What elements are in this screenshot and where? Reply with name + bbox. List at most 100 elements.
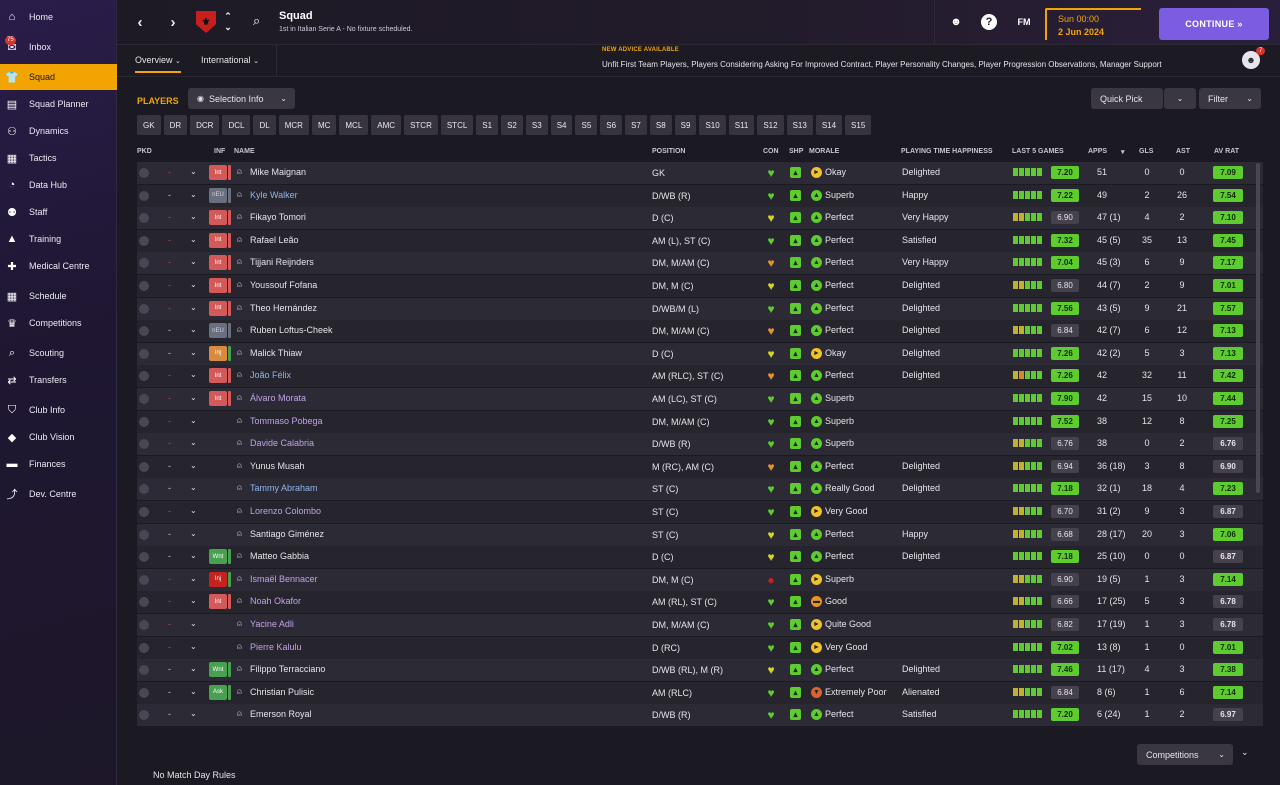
col-avrat[interactable]: AV RAT xyxy=(1214,148,1240,155)
row-chevron-down-icon[interactable]: ⌄ xyxy=(190,415,197,425)
table-row[interactable]: - ⌄ Int ⍝ Fikayo Tomori D (C) ♥ ▴ ▲ Perfect Very H… xyxy=(137,207,1263,230)
player-name[interactable]: Emerson Royal xyxy=(250,709,312,720)
position-chip-s13[interactable]: S13 xyxy=(786,115,813,135)
col-con[interactable]: CON xyxy=(763,148,779,155)
player-name[interactable]: Álvaro Morata xyxy=(250,393,307,403)
table-row[interactable]: - ⌄ Int ⍝ Tijjani Reijnders DM, M/AM (C) ♥ ▴ ▲ Pe… xyxy=(137,252,1263,275)
pick-checkbox[interactable] xyxy=(139,620,149,630)
row-chevron-down-icon[interactable]: ⌄ xyxy=(190,189,197,199)
row-chevron-down-icon[interactable]: ⌄ xyxy=(190,280,197,289)
position-chip-mcl[interactable]: MCL xyxy=(339,115,369,135)
table-row[interactable]: - ⌄ Ask ⍝ Christian Pulisic AM (RLC) ♥ ▴ ▼ Extrem… xyxy=(137,681,1263,704)
col-name[interactable]: NAME xyxy=(234,148,255,155)
player-name[interactable]: João Félix xyxy=(250,370,292,381)
player-name[interactable]: Theo Hernández xyxy=(250,302,318,313)
position-chip-s14[interactable]: S14 xyxy=(815,115,843,135)
player-name[interactable]: Yacine Adli xyxy=(250,619,294,629)
pick-checkbox[interactable] xyxy=(139,303,149,314)
col-apps[interactable]: APPS xyxy=(1088,148,1108,155)
pick-checkbox[interactable] xyxy=(139,597,149,608)
competitions-dropdown[interactable]: Competitions ⌄ xyxy=(1137,744,1233,765)
table-row[interactable]: - ⌄ Inj ⍝ Malick Thiaw D (C) ♥ ▴ ► Okay Delighted 7… xyxy=(137,342,1263,365)
position-chip-mcr[interactable]: MCR xyxy=(278,115,309,135)
position-chip-s4[interactable]: S4 xyxy=(550,115,573,135)
pick-checkbox[interactable] xyxy=(139,574,149,585)
table-row[interactable]: - ⌄ Wnt ⍝ Matteo Gabbia D (C) ♥ ▴ ▲ Perfect Deligh… xyxy=(137,546,1263,569)
player-name[interactable]: Filippo Terracciano xyxy=(250,664,326,675)
table-row[interactable]: - ⌄ Int ⍝ Álvaro Morata AM (LC), ST (C) ♥ ▴ ▲ Sup… xyxy=(137,388,1263,410)
table-row[interactable]: - ⌄ nEU ⍝ Ruben Loftus-Cheek DM, M/AM (C) ♥ ▴ ▲ P… xyxy=(137,320,1263,343)
sidebar-item-schedule[interactable]: ▦ Schedule xyxy=(0,283,117,309)
sidebar-item-medical-centre[interactable]: ✚ Medical Centre xyxy=(0,253,117,279)
player-name[interactable]: Davide Calabria xyxy=(250,438,315,449)
row-chevron-down-icon[interactable]: ⌄ xyxy=(190,302,197,312)
row-chevron-down-icon[interactable]: ⌄ xyxy=(190,438,197,448)
row-chevron-down-icon[interactable]: ⌄ xyxy=(190,686,197,696)
col-inf[interactable]: INF xyxy=(214,148,226,155)
pick-checkbox[interactable] xyxy=(139,416,149,427)
row-chevron-down-icon[interactable]: ⌄ xyxy=(190,483,197,493)
selection-info-dropdown[interactable]: ◉ Selection Info ⌄ xyxy=(188,88,295,109)
position-chip-dl[interactable]: DL xyxy=(253,115,276,135)
pick-checkbox[interactable] xyxy=(139,258,149,269)
position-chip-dcr[interactable]: DCR xyxy=(190,115,220,135)
sidebar-item-training[interactable]: ▲ Training xyxy=(0,226,117,252)
table-row[interactable]: - ⌄ ⍝ Tammy Abraham ST (C) ♥ ▴ ▲ Really Good Deli… xyxy=(137,478,1263,501)
forward-button[interactable]: › xyxy=(170,13,176,31)
position-chip-s7[interactable]: S7 xyxy=(625,115,647,135)
table-row[interactable]: - ⌄ nEU ⍝ Kyle Walker D/WB (R) ♥ ▴ ▲ Superb Happy 7… xyxy=(137,184,1263,207)
row-chevron-down-icon[interactable]: ⌄ xyxy=(190,234,197,244)
player-name[interactable]: Mike Maignan xyxy=(250,167,307,177)
sidebar-item-transfers[interactable]: ⇄ Transfers xyxy=(0,367,117,393)
position-chip-s5[interactable]: S5 xyxy=(575,115,598,135)
player-name[interactable]: Yunus Musah xyxy=(250,460,305,471)
pick-checkbox[interactable] xyxy=(139,394,149,404)
quick-pick-menu-button[interactable]: ⌄ xyxy=(1164,88,1196,109)
position-chip-s1[interactable]: S1 xyxy=(476,115,499,135)
pick-checkbox[interactable] xyxy=(139,371,149,382)
pick-checkbox[interactable] xyxy=(139,235,149,246)
position-chip-dcl[interactable]: DCL xyxy=(222,115,251,135)
row-chevron-down-icon[interactable]: ⌄ xyxy=(190,528,197,538)
player-name[interactable]: Tammy Abraham xyxy=(250,483,318,494)
table-row[interactable]: - ⌄ Int ⍝ Noah Okafor AM (RL), ST (C) ♥ ▴ ▬ Good 6… xyxy=(137,591,1263,614)
row-chevron-down-icon[interactable]: ⌄ xyxy=(190,573,197,583)
pick-checkbox[interactable] xyxy=(139,529,149,540)
position-chip-s6[interactable]: S6 xyxy=(600,115,623,135)
table-scrollbar[interactable] xyxy=(1256,163,1260,493)
position-chip-s8[interactable]: S8 xyxy=(649,115,672,135)
table-row[interactable]: - ⌄ ⍝ Yunus Musah M (RC), AM (C) ♥ ▴ ▲ Perfect De… xyxy=(137,455,1263,478)
table-row[interactable]: - ⌄ ⍝ Pierre Kalulu D (RC) ♥ ▴ ► Very Good 7.02 13… xyxy=(137,636,1263,659)
pick-checkbox[interactable] xyxy=(139,348,149,359)
row-chevron-down-icon[interactable]: ⌄ xyxy=(190,212,197,222)
sidebar-item-tactics[interactable]: ▦ Tactics xyxy=(0,145,117,171)
table-row[interactable]: - ⌄ Int ⍝ João Félix AM (RLC), ST (C) ♥ ▴ ▲ Perfe… xyxy=(137,365,1263,388)
position-chip-stcl[interactable]: STCL xyxy=(440,115,474,135)
pick-checkbox[interactable] xyxy=(139,281,149,291)
player-name[interactable]: Malick Thiaw xyxy=(250,347,302,358)
row-chevron-down-icon[interactable]: ⌄ xyxy=(190,664,197,674)
table-row[interactable]: - ⌄ ⍝ Santiago Giménez ST (C) ♥ ▴ ▲ Perfect Happy… xyxy=(137,523,1263,546)
sidebar-item-dev-centre[interactable]: ⤴ Dev. Centre xyxy=(0,481,117,507)
position-chip-mc[interactable]: MC xyxy=(311,115,337,135)
player-name[interactable]: Tommaso Pobega xyxy=(250,415,323,426)
col-gls[interactable]: GLS xyxy=(1139,148,1154,155)
club-switch-chevrons-icon[interactable]: ⌃ ⌄ xyxy=(224,11,232,32)
pick-checkbox[interactable] xyxy=(139,461,149,472)
continue-button[interactable]: CONTINUE » xyxy=(1159,8,1269,40)
player-name[interactable]: Lorenzo Colombo xyxy=(250,506,322,516)
player-name[interactable]: Tijjani Reijnders xyxy=(250,257,314,268)
sidebar-item-home[interactable]: ⌂ Home xyxy=(0,4,117,30)
position-chip-s10[interactable]: S10 xyxy=(699,115,726,135)
position-chip-s12[interactable]: S12 xyxy=(757,115,784,135)
position-chip-s15[interactable]: S15 xyxy=(845,115,872,135)
club-crest-icon[interactable]: ⚜ xyxy=(196,11,216,33)
fm-menu-button[interactable]: FM xyxy=(1017,17,1031,27)
col-shp[interactable]: SHP xyxy=(789,148,804,155)
pick-checkbox[interactable] xyxy=(139,665,149,676)
tab-overview[interactable]: Overview ⌄ xyxy=(135,55,181,73)
col-position[interactable]: POSITION xyxy=(652,148,686,155)
pick-checkbox[interactable] xyxy=(139,552,149,563)
table-row[interactable]: - ⌄ ⍝ Tommaso Pobega DM, M/AM (C) ♥ ▴ ▲ Superb 7.… xyxy=(137,410,1263,433)
player-name[interactable]: Matteo Gabbia xyxy=(250,551,310,562)
